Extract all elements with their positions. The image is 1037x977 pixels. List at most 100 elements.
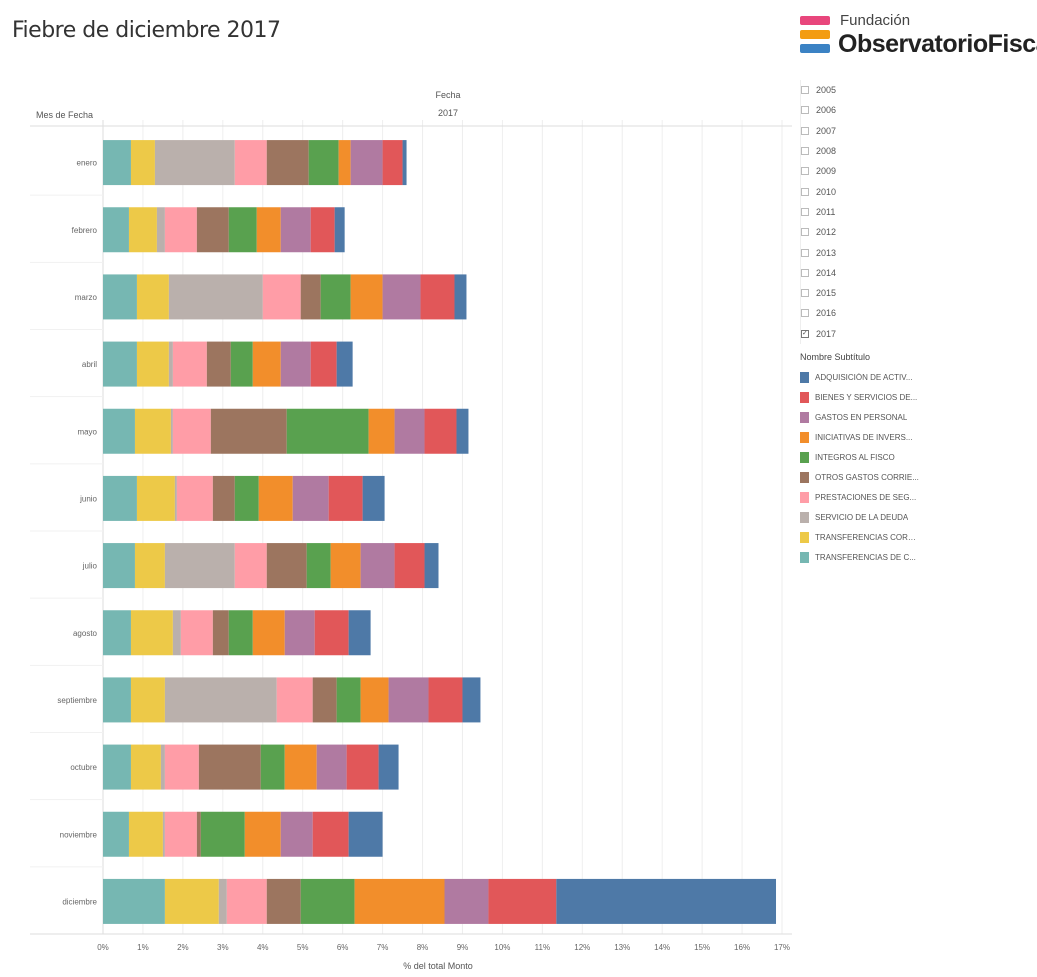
bar-segment[interactable]: [266, 878, 301, 924]
bar-segment[interactable]: [212, 475, 235, 521]
checkbox-icon[interactable]: [801, 248, 809, 257]
bar-segment[interactable]: [174, 475, 177, 521]
bar-segment[interactable]: [164, 207, 197, 253]
bar-segment[interactable]: [360, 543, 395, 589]
year-filter-item[interactable]: 2006: [801, 100, 920, 120]
bar-segment[interactable]: [103, 543, 135, 589]
bar-segment[interactable]: [402, 140, 407, 186]
bar-segment[interactable]: [172, 341, 207, 387]
bar-segment[interactable]: [488, 878, 557, 924]
bar-segment[interactable]: [266, 140, 309, 186]
bar-segment[interactable]: [368, 408, 395, 454]
year-filter-item[interactable]: 2015: [801, 283, 920, 303]
bar-segment[interactable]: [444, 878, 489, 924]
legend-item[interactable]: SERVICIO DE LA DEUDA: [800, 508, 920, 528]
bar-segment[interactable]: [262, 274, 301, 320]
bar-segment[interactable]: [196, 207, 229, 253]
bar-segment[interactable]: [310, 341, 337, 387]
bar-segment[interactable]: [316, 744, 347, 790]
bar-segment[interactable]: [162, 811, 165, 857]
bar-segment[interactable]: [314, 610, 349, 656]
bar-segment[interactable]: [280, 207, 311, 253]
bar-segment[interactable]: [198, 744, 261, 790]
bar-segment[interactable]: [382, 140, 403, 186]
checkbox-icon[interactable]: [801, 207, 809, 216]
bar-segment[interactable]: [228, 610, 253, 656]
bar-segment[interactable]: [394, 408, 425, 454]
legend-item[interactable]: GASTOS EN PERSONAL: [800, 408, 920, 428]
bar-segment[interactable]: [354, 878, 445, 924]
bar-segment[interactable]: [230, 341, 253, 387]
bar-segment[interactable]: [280, 341, 311, 387]
year-filter-item[interactable]: 2011: [801, 202, 920, 222]
bar-segment[interactable]: [164, 677, 277, 723]
bar-segment[interactable]: [310, 207, 335, 253]
year-filter-item[interactable]: 2010: [801, 181, 920, 201]
checkbox-icon[interactable]: [801, 289, 809, 298]
bar-segment[interactable]: [556, 878, 777, 924]
bar-segment[interactable]: [300, 274, 321, 320]
bar-segment[interactable]: [164, 744, 199, 790]
bar-segment[interactable]: [382, 274, 421, 320]
bar-segment[interactable]: [134, 543, 165, 589]
bar-segment[interactable]: [103, 341, 137, 387]
checkbox-icon[interactable]: [801, 147, 809, 156]
year-filter-item[interactable]: ✓ 2017: [801, 324, 920, 344]
bar-segment[interactable]: [260, 744, 285, 790]
bar-segment[interactable]: [252, 341, 281, 387]
year-filter-item[interactable]: 2016: [801, 303, 920, 323]
bar-segment[interactable]: [306, 543, 331, 589]
bar-segment[interactable]: [196, 811, 201, 857]
bar-segment[interactable]: [136, 274, 169, 320]
bar-segment[interactable]: [206, 341, 231, 387]
bar-segment[interactable]: [350, 140, 383, 186]
bar-segment[interactable]: [312, 811, 349, 857]
bar-segment[interactable]: [172, 408, 211, 454]
bar-segment[interactable]: [420, 274, 455, 320]
checkbox-icon[interactable]: [801, 86, 809, 95]
bar-segment[interactable]: [252, 610, 285, 656]
bar-segment[interactable]: [284, 610, 315, 656]
bar-segment[interactable]: [256, 207, 281, 253]
bar-segment[interactable]: [103, 811, 129, 857]
bar-segment[interactable]: [103, 207, 129, 253]
bar-segment[interactable]: [176, 475, 213, 521]
bar-segment[interactable]: [244, 811, 281, 857]
bar-segment[interactable]: [388, 677, 429, 723]
bar-segment[interactable]: [234, 140, 267, 186]
bar-segment[interactable]: [456, 408, 469, 454]
bar-segment[interactable]: [348, 610, 371, 656]
year-filter-item[interactable]: 2005: [801, 80, 920, 100]
bar-segment[interactable]: [103, 744, 131, 790]
bar-segment[interactable]: [424, 543, 439, 589]
bar-segment[interactable]: [168, 341, 173, 387]
bar-segment[interactable]: [130, 744, 161, 790]
bar-segment[interactable]: [428, 677, 463, 723]
bar-segment[interactable]: [136, 475, 175, 521]
bar-segment[interactable]: [180, 610, 213, 656]
legend-item[interactable]: TRANSFERENCIAS CORR...: [800, 528, 920, 548]
bar-segment[interactable]: [312, 677, 337, 723]
bar-segment[interactable]: [172, 610, 181, 656]
bar-segment[interactable]: [350, 274, 383, 320]
bar-segment[interactable]: [160, 744, 165, 790]
bar-segment[interactable]: [226, 878, 267, 924]
legend-item[interactable]: PRESTACIONES DE SEG...: [800, 488, 920, 508]
bar-segment[interactable]: [212, 610, 229, 656]
checkbox-icon[interactable]: [801, 309, 809, 318]
bar-segment[interactable]: [164, 811, 197, 857]
bar-segment[interactable]: [394, 543, 425, 589]
bar-segment[interactable]: [103, 878, 165, 924]
bar-segment[interactable]: [334, 207, 345, 253]
bar-segment[interactable]: [228, 207, 257, 253]
bar-segment[interactable]: [338, 140, 351, 186]
bar-segment[interactable]: [308, 140, 339, 186]
bar-segment[interactable]: [130, 140, 155, 186]
year-filter-item[interactable]: 2009: [801, 161, 920, 181]
bar-segment[interactable]: [234, 475, 259, 521]
legend-item[interactable]: INICIATIVAS DE INVERS...: [800, 428, 920, 448]
bar-segment[interactable]: [130, 677, 165, 723]
bar-segment[interactable]: [286, 408, 369, 454]
bar-segment[interactable]: [454, 274, 467, 320]
checkbox-icon[interactable]: [801, 126, 809, 135]
